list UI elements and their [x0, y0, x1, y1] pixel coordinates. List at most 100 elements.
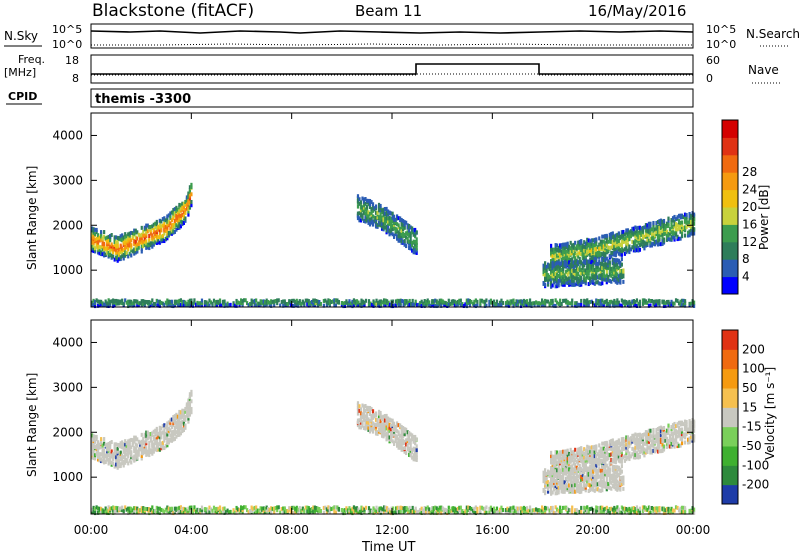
- velocity-cell: [109, 510, 112, 515]
- velocity-cell: [553, 460, 556, 465]
- power-cell: [103, 251, 106, 256]
- velocity-cell: [259, 506, 262, 511]
- velocity-cell: [542, 470, 545, 475]
- power-cell: [392, 304, 395, 309]
- power-cell: [658, 299, 661, 304]
- power-cell: [280, 299, 283, 304]
- power-cell: [170, 303, 173, 308]
- power-cell: [611, 244, 614, 249]
- power-cell: [604, 241, 607, 246]
- velocity-cell: [644, 440, 648, 445]
- power-cell: [550, 247, 553, 252]
- velocity-cell: [565, 468, 568, 473]
- velocity-cell: [604, 459, 607, 464]
- power-cell: [655, 239, 658, 244]
- power-cell: [205, 302, 208, 307]
- velocity-cell: [647, 428, 651, 433]
- power-cell: [389, 211, 393, 216]
- velocity-cell: [595, 482, 598, 487]
- power-cell: [178, 205, 181, 210]
- power-cell: [403, 232, 406, 237]
- power-cell: [554, 303, 557, 308]
- velocity-cell: [116, 461, 119, 466]
- power-cell: [611, 302, 614, 307]
- velocity-cell: [97, 510, 100, 515]
- power-cell: [473, 299, 476, 304]
- velocity-cell: [364, 404, 367, 409]
- power-cell: [128, 231, 131, 236]
- velocity-cell: [640, 433, 643, 438]
- power-cell: [595, 237, 598, 242]
- velocity-cell: [569, 455, 572, 460]
- velocity-cell: [553, 465, 556, 470]
- power-cell: [601, 266, 604, 271]
- velocity-cell: [362, 404, 366, 409]
- power-cell: [136, 236, 139, 241]
- velocity-cell: [109, 458, 112, 463]
- velocity-cell: [560, 450, 563, 455]
- power-cell: [647, 225, 651, 230]
- velocity-cell: [667, 425, 670, 430]
- velocity-cell: [616, 449, 619, 454]
- power-cell: [387, 303, 390, 308]
- velocity-cell: [613, 454, 616, 459]
- power-cell: [215, 299, 219, 304]
- power-cell: [160, 237, 163, 242]
- power-cell: [688, 229, 691, 234]
- velocity-cell: [140, 439, 143, 444]
- nave-tick-high: 60: [706, 54, 720, 67]
- power-cell: [560, 273, 563, 278]
- velocity-cell: [109, 451, 112, 456]
- velocity-cell: [249, 509, 252, 514]
- velocity-cell: [247, 510, 250, 515]
- power-cell: [545, 275, 548, 280]
- power-cell: [634, 248, 637, 253]
- velocity-cell: [163, 509, 166, 514]
- velocity-cell: [119, 444, 122, 449]
- power-cell: [601, 281, 604, 286]
- velocity-cell: [602, 457, 605, 462]
- power-cell: [673, 231, 676, 236]
- power-cell: [289, 302, 292, 307]
- velocity-cell: [131, 456, 134, 461]
- velocity-cell: [385, 431, 388, 436]
- velocity-cell: [646, 447, 649, 452]
- velocity-cell: [565, 449, 568, 454]
- velocity-cell: [658, 437, 661, 442]
- power-cell: [608, 303, 611, 308]
- velocity-cell: [182, 412, 186, 417]
- velocity-cell: [119, 506, 122, 511]
- power-cell: [164, 218, 167, 223]
- velocity-cell: [382, 417, 385, 422]
- power-cell: [94, 238, 97, 243]
- power-cell: [586, 272, 589, 277]
- power-cell: [356, 199, 360, 204]
- velocity-cell: [391, 418, 394, 423]
- velocity-cell: [255, 505, 258, 510]
- velocity-cell: [625, 448, 628, 453]
- power-cell: [550, 274, 553, 279]
- power-cell: [98, 251, 101, 256]
- power-cell: [589, 300, 592, 305]
- power-cell: [519, 299, 523, 304]
- power-cell: [148, 246, 151, 251]
- power-cell: [605, 237, 608, 242]
- velocity-cell: [676, 441, 679, 446]
- velocity-cell: [608, 479, 611, 484]
- velocity-cell: [671, 423, 675, 428]
- velocity-cell: [602, 484, 605, 489]
- power-cell: [131, 233, 134, 238]
- velocity-cell: [688, 427, 691, 432]
- power-cell: [370, 218, 373, 223]
- velocity-cell: [218, 505, 222, 510]
- power-cell: [214, 300, 217, 305]
- velocity-cell: [131, 442, 134, 447]
- power-cell: [667, 302, 670, 307]
- power-cell: [172, 225, 175, 230]
- velocity-cell: [689, 429, 693, 434]
- power-cell: [566, 277, 569, 282]
- power-cell: [112, 245, 115, 250]
- velocity-cell: [157, 442, 160, 447]
- power-cell: [374, 215, 378, 220]
